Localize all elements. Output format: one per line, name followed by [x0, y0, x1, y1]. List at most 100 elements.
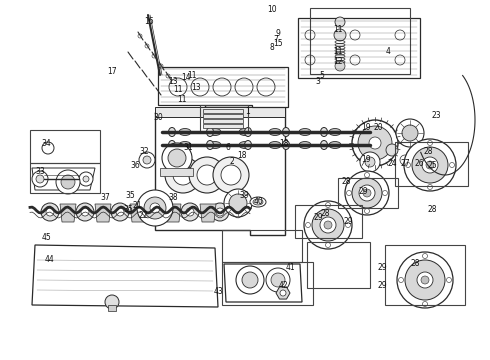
Bar	[310, 8, 410, 74]
Text: 29: 29	[313, 213, 323, 222]
Text: 14: 14	[181, 73, 191, 82]
Ellipse shape	[359, 140, 366, 149]
Bar	[385, 245, 465, 305]
Circle shape	[143, 156, 151, 164]
Text: 28: 28	[423, 148, 433, 157]
Circle shape	[397, 252, 453, 308]
Text: 11: 11	[177, 94, 187, 104]
Circle shape	[221, 165, 241, 185]
Circle shape	[365, 157, 375, 167]
Circle shape	[325, 202, 330, 207]
Circle shape	[437, 157, 449, 169]
Text: 9: 9	[275, 28, 280, 37]
Circle shape	[365, 208, 369, 213]
Circle shape	[386, 144, 398, 156]
Circle shape	[36, 175, 44, 183]
Ellipse shape	[329, 129, 341, 135]
Ellipse shape	[320, 140, 327, 149]
Text: 4: 4	[386, 48, 391, 57]
Circle shape	[350, 55, 360, 65]
Ellipse shape	[269, 129, 281, 135]
Circle shape	[56, 170, 80, 194]
Circle shape	[224, 189, 252, 217]
Circle shape	[61, 175, 75, 189]
Text: 11: 11	[333, 48, 343, 57]
Bar	[203, 109, 243, 113]
Text: 16: 16	[144, 18, 154, 27]
Circle shape	[305, 55, 315, 65]
Text: 34: 34	[41, 139, 51, 148]
Circle shape	[139, 152, 155, 168]
Text: 28: 28	[320, 208, 330, 217]
Text: 28: 28	[341, 177, 351, 186]
Text: 26: 26	[414, 158, 424, 167]
Circle shape	[83, 176, 89, 182]
Ellipse shape	[359, 127, 366, 136]
Ellipse shape	[329, 141, 341, 148]
Ellipse shape	[209, 129, 221, 135]
Circle shape	[426, 161, 434, 169]
Circle shape	[395, 55, 405, 65]
Circle shape	[312, 209, 344, 241]
Text: 29: 29	[343, 217, 353, 226]
Ellipse shape	[239, 129, 251, 135]
Circle shape	[152, 54, 156, 58]
Circle shape	[404, 139, 456, 191]
Circle shape	[81, 208, 89, 216]
Text: 20: 20	[373, 123, 383, 132]
Circle shape	[352, 178, 382, 208]
Circle shape	[150, 203, 160, 213]
Circle shape	[173, 165, 193, 185]
Bar	[203, 119, 243, 123]
Circle shape	[145, 44, 149, 48]
Circle shape	[79, 172, 93, 186]
Text: 28: 28	[410, 258, 420, 267]
Text: 13: 13	[191, 84, 201, 93]
Circle shape	[159, 64, 163, 68]
Polygon shape	[165, 204, 181, 222]
Ellipse shape	[245, 140, 251, 149]
Circle shape	[211, 203, 229, 221]
Text: 44: 44	[44, 256, 54, 265]
Ellipse shape	[209, 141, 221, 148]
Polygon shape	[276, 287, 290, 299]
Text: 28: 28	[427, 206, 437, 215]
Bar	[203, 114, 243, 118]
Circle shape	[345, 222, 350, 228]
Text: 38: 38	[168, 194, 178, 202]
Circle shape	[449, 162, 455, 167]
Circle shape	[168, 149, 186, 167]
Circle shape	[46, 208, 54, 216]
Text: 5: 5	[319, 71, 324, 80]
Circle shape	[369, 137, 381, 149]
Circle shape	[111, 203, 129, 221]
Circle shape	[151, 208, 159, 216]
Circle shape	[146, 203, 164, 221]
Polygon shape	[32, 168, 95, 190]
Circle shape	[359, 185, 375, 201]
Text: 19: 19	[361, 156, 371, 165]
Circle shape	[405, 260, 445, 300]
Ellipse shape	[179, 129, 191, 135]
Circle shape	[216, 208, 224, 216]
Circle shape	[446, 278, 451, 283]
Circle shape	[191, 78, 209, 96]
Bar	[338, 178, 398, 208]
Circle shape	[421, 276, 429, 284]
Circle shape	[271, 273, 285, 287]
Ellipse shape	[206, 140, 214, 149]
Circle shape	[304, 201, 352, 249]
Ellipse shape	[169, 140, 175, 149]
Ellipse shape	[250, 197, 266, 207]
Circle shape	[425, 157, 435, 167]
Text: 21: 21	[132, 201, 142, 210]
Ellipse shape	[283, 127, 290, 136]
Text: 13: 13	[168, 77, 178, 86]
Text: 19: 19	[361, 123, 371, 132]
Bar	[108, 305, 116, 311]
Ellipse shape	[179, 141, 191, 148]
Circle shape	[363, 189, 371, 197]
Circle shape	[396, 119, 424, 147]
Polygon shape	[60, 204, 76, 222]
Polygon shape	[200, 204, 216, 222]
